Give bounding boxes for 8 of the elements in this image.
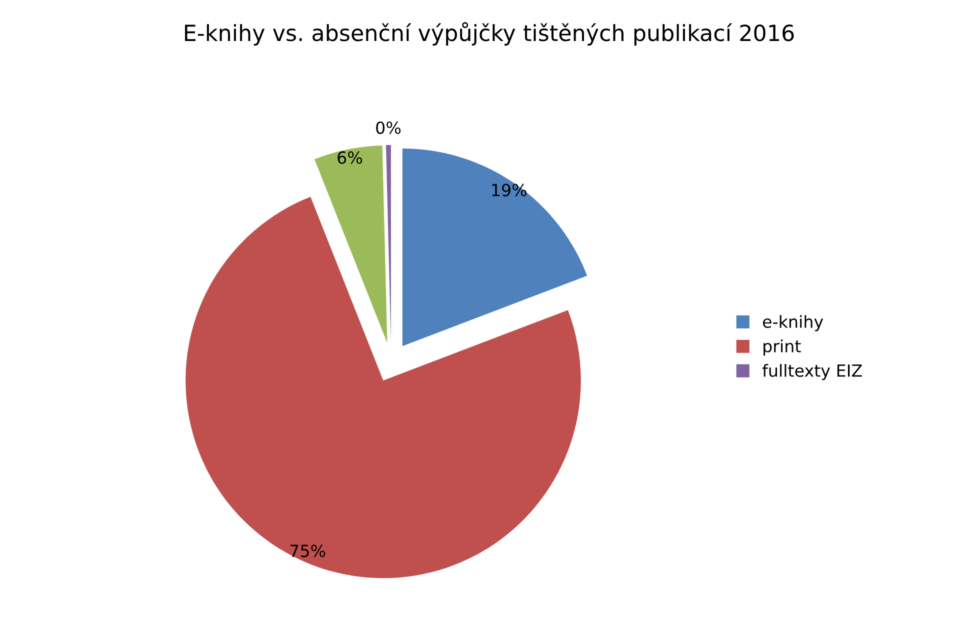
legend-label: e-knihy — [762, 315, 824, 332]
data-label: 0% — [376, 121, 401, 134]
data-label: 6% — [338, 151, 362, 164]
data-label: 75% — [290, 544, 326, 558]
data-label: 19% — [492, 184, 527, 196]
legend-label: fulltexty EIZ — [762, 364, 862, 380]
legend-label: print — [764, 340, 801, 356]
chart-title: E-knihy vs. absenční výpůjčky tištěných publikací 2016 — [185, 22, 794, 46]
